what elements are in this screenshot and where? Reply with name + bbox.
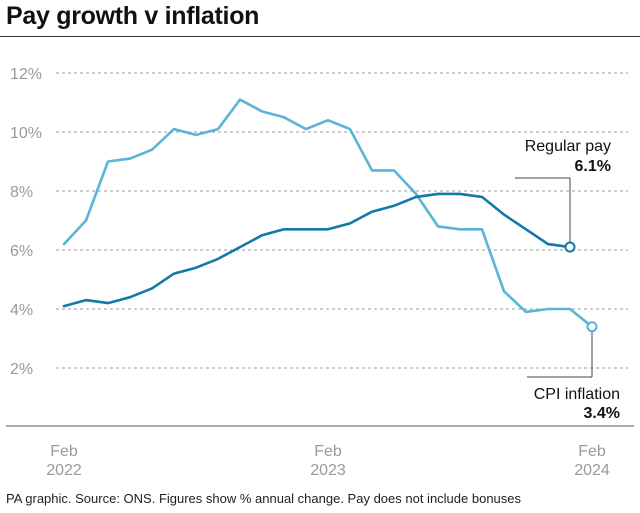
x-tick-year: 2024 [574, 462, 610, 479]
y-tick-label: 6% [10, 243, 33, 260]
line-chart: 2% 4% 6% 8% 10% 12% Feb 2022 Feb 2023 Feb 2024 Reg… [6, 66, 634, 479]
series-label-regular-pay: Regular pay [525, 138, 611, 155]
gridlines: 2% 4% 6% 8% 10% 12% [10, 66, 628, 378]
series-line-cpi-inflation [62, 98, 594, 329]
end-point-marker [564, 241, 576, 253]
x-tick-year: 2022 [46, 462, 82, 479]
x-tick-year: 2023 [310, 462, 346, 479]
source-footnote: PA graphic. Source: ONS. Figures show % … [6, 491, 522, 506]
x-axis: Feb 2022 Feb 2023 Feb 2024 [6, 425, 634, 479]
y-tick-label: 10% [10, 125, 42, 142]
x-tick-month: Feb [314, 443, 342, 460]
annotations: Regular pay 6.1% CPI inflation 3.4% [515, 138, 620, 422]
series-value-regular-pay: 6.1% [575, 158, 611, 175]
y-tick-label: 2% [10, 361, 33, 378]
series-value-cpi-inflation: 3.4% [584, 405, 620, 422]
y-tick-label: 4% [10, 302, 33, 319]
series-line-regular-pay [62, 192, 572, 308]
x-tick-month: Feb [50, 443, 78, 460]
chart-title: Pay growth v inflation [6, 2, 260, 30]
end-point-marker [586, 321, 598, 333]
x-tick-month: Feb [578, 443, 606, 460]
y-tick-label: 12% [10, 66, 42, 83]
title-divider [0, 36, 640, 37]
series-label-cpi-inflation: CPI inflation [534, 386, 620, 403]
y-tick-label: 8% [10, 184, 33, 201]
series-lines [62, 98, 598, 333]
